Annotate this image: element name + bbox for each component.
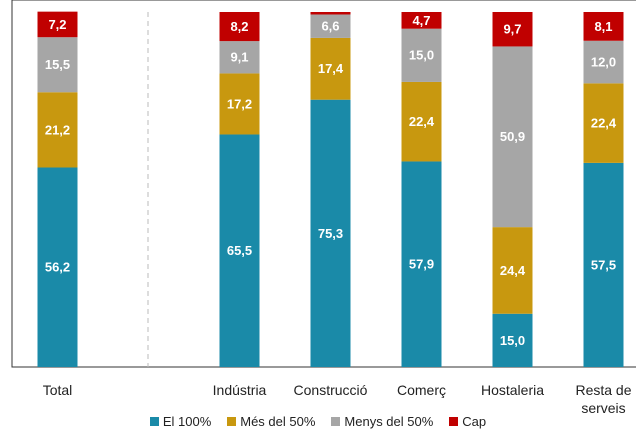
- legend-label: Més del 50%: [240, 414, 316, 429]
- bar-segment: [401, 81, 442, 162]
- bar-segment: [492, 12, 533, 47]
- x-tick-label: Resta de serveis: [575, 382, 632, 416]
- bar-segment: [219, 41, 260, 74]
- bar-segment: [310, 37, 351, 100]
- data-label: 8,1: [594, 19, 612, 34]
- bar-segment: [583, 83, 624, 163]
- bar-segment: [401, 12, 442, 29]
- data-label: 22,4: [409, 114, 435, 129]
- legend-label: El 100%: [162, 414, 212, 429]
- legend-item: Menys del 50%: [331, 414, 433, 429]
- data-label: 57,9: [409, 257, 434, 272]
- data-label: 7,2: [48, 17, 66, 32]
- legend: El 100% Més del 50% Menys del 50% Cap: [0, 414, 636, 429]
- bar-segment: [583, 12, 624, 41]
- bar-segment: [310, 12, 351, 15]
- bar-segment: [492, 46, 533, 228]
- legend-label: Cap: [462, 414, 487, 429]
- legend-item: Més del 50%: [227, 414, 315, 429]
- bar-segment: [401, 28, 442, 82]
- legend-swatch: [227, 417, 237, 426]
- legend-label: Menys del 50%: [344, 414, 434, 429]
- x-tick-label: Indústria: [212, 382, 267, 398]
- bar-segment: [37, 37, 78, 93]
- bar-segment: [219, 12, 260, 42]
- bar-segment: [492, 313, 533, 367]
- x-tick-label: Construcció: [293, 382, 368, 398]
- x-tick-label: Comerç: [396, 382, 446, 398]
- data-label: 8,2: [230, 19, 248, 34]
- x-tick-label: Hostaleria: [480, 382, 545, 398]
- bar-segment: [310, 99, 351, 367]
- data-label: 9,7: [503, 22, 521, 37]
- data-label: 17,2: [227, 96, 252, 111]
- data-label: 24,4: [500, 263, 526, 278]
- bar-segment: [219, 134, 260, 367]
- legend-swatch: [331, 417, 341, 426]
- data-label: 57,5: [591, 257, 616, 272]
- data-label: 9,1: [230, 50, 248, 65]
- bar-segment: [583, 162, 624, 367]
- bar-segment: [37, 92, 78, 168]
- bar-segment: [219, 73, 260, 135]
- data-label: 12,0: [591, 54, 616, 69]
- bar-segment: [492, 227, 533, 314]
- legend-item: El 100%: [149, 414, 212, 429]
- data-label: 15,5: [45, 57, 70, 72]
- legend-swatch: [149, 417, 159, 426]
- bar-segment: [37, 11, 78, 38]
- data-label: 56,2: [45, 260, 70, 275]
- legend-item: Cap: [449, 414, 486, 429]
- legend-swatch: [449, 417, 459, 426]
- data-label: 15,0: [409, 48, 434, 63]
- x-tick-label: Total: [42, 382, 73, 398]
- bar-segment: [401, 161, 442, 367]
- bar-segment: [583, 40, 624, 84]
- data-label: 21,2: [45, 122, 70, 137]
- bar-segment: [310, 14, 351, 38]
- bar-segment: [37, 167, 78, 367]
- data-label: 65,5: [227, 243, 252, 258]
- data-label: 6,6: [321, 19, 339, 34]
- data-label: 4,7: [412, 13, 430, 28]
- data-label: 50,9: [500, 129, 525, 144]
- data-label: 15,0: [500, 333, 525, 348]
- data-label: 75,3: [318, 226, 343, 241]
- data-label: 22,4: [591, 116, 617, 131]
- data-label: 17,4: [318, 61, 344, 76]
